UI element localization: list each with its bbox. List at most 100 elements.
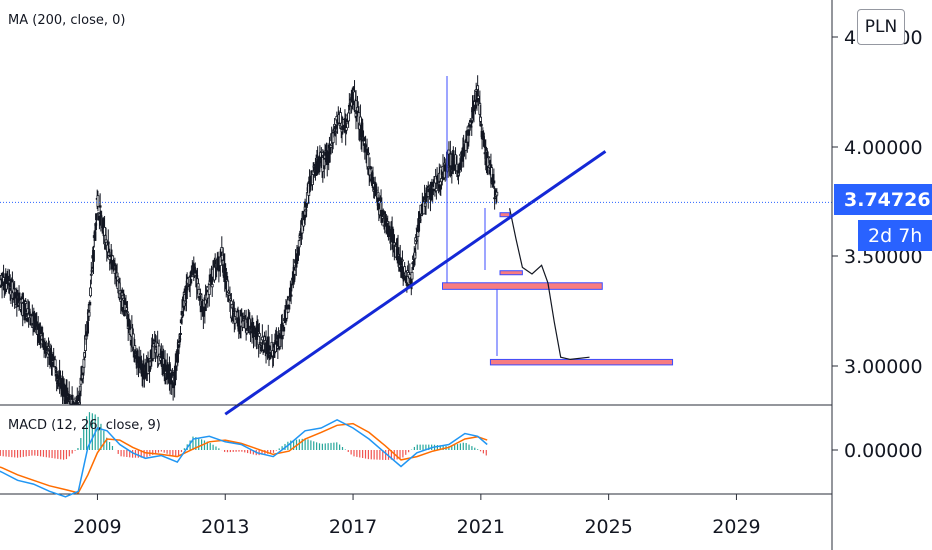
candle-body (53, 359, 57, 367)
candle-body (339, 112, 342, 124)
candle-body (366, 154, 370, 168)
time-tick-label: 2025 (584, 516, 632, 538)
candle-body (86, 321, 90, 334)
candle-body (347, 112, 351, 122)
projection-path (509, 208, 590, 361)
candle-body (386, 221, 390, 224)
price-tick-label: 4.00000 (844, 137, 923, 159)
candle-body (416, 231, 420, 238)
candle-body (470, 120, 474, 124)
candle-body (476, 85, 480, 90)
zones (442, 212, 674, 366)
candle-body (126, 311, 129, 314)
target-zone (442, 282, 603, 290)
currency-badge[interactable]: PLN (857, 9, 905, 45)
candle-body (369, 166, 373, 170)
candle-body (479, 123, 483, 127)
candle-body (260, 349, 264, 352)
candle-body (493, 197, 497, 200)
candle-body (415, 239, 418, 242)
macd-histogram (0, 412, 487, 460)
macd-pane (0, 412, 488, 498)
candle-body (171, 371, 174, 374)
candle-body (474, 104, 477, 109)
candle-body (245, 330, 249, 334)
target-zone (499, 212, 511, 218)
candle-body (258, 333, 261, 337)
candle-body (170, 380, 174, 383)
candle-body (260, 336, 264, 341)
candle-body (410, 271, 414, 280)
candle-body (492, 180, 496, 184)
candle-body (176, 349, 179, 363)
candle-body (44, 351, 47, 354)
candle-body (98, 205, 102, 208)
candle-body (229, 300, 233, 319)
candle-body (402, 276, 406, 281)
candle-body (82, 358, 86, 368)
time-axis: 2009 2013 2017 2021 2025 2029 (73, 494, 761, 538)
candle-body (0, 285, 3, 288)
candle-body (334, 131, 338, 134)
candle-body (88, 301, 92, 306)
marker-lines (446, 76, 498, 356)
time-tick-label: 2029 (712, 516, 760, 538)
trendline (224, 150, 607, 416)
candle-body (289, 294, 293, 297)
candle-body (329, 144, 333, 148)
candle-body (464, 142, 468, 151)
macd-label: MACD (12, 26, close, 9) (8, 418, 161, 433)
candles (0, 75, 499, 406)
price-tick-label: 3.00000 (844, 356, 923, 378)
candle-body (97, 212, 101, 215)
candle-body (41, 340, 45, 343)
candle-body (210, 284, 214, 288)
time-tick-label: 2009 (73, 516, 121, 538)
candle-body (92, 249, 95, 262)
candle-body (401, 259, 404, 262)
candle-body (396, 247, 400, 255)
candle-body (345, 127, 348, 131)
candle-body (367, 152, 370, 155)
macd-tick-label: 0.00000 (844, 440, 923, 462)
candle-body (364, 144, 367, 148)
candle-body (28, 313, 32, 316)
candle-body (213, 266, 216, 281)
candle-body (290, 283, 294, 286)
candle-body (89, 273, 93, 276)
candle-body (198, 295, 202, 301)
candle-body (16, 305, 19, 307)
candle-body (381, 216, 384, 219)
projection (509, 208, 590, 361)
candle-body (24, 301, 28, 304)
time-tick-label: 2013 (201, 516, 249, 538)
candle-body (93, 231, 97, 241)
candle-body (106, 241, 110, 245)
candle-body (108, 256, 112, 260)
candle-body (203, 306, 207, 312)
candle-body (258, 342, 262, 345)
candle-body (87, 311, 91, 317)
candle-body (297, 240, 301, 248)
candle-body (371, 177, 375, 185)
candle-body (199, 293, 202, 296)
candle-body (479, 116, 483, 122)
candle-body (487, 156, 491, 159)
countdown-tag: 2d 7h (858, 220, 932, 251)
candle-body (95, 213, 98, 221)
candle-body (179, 333, 182, 335)
candle-body (90, 270, 94, 272)
candle-body (467, 129, 471, 136)
candle-body (495, 191, 499, 196)
indicator-label: MA (200, close, 0) (8, 13, 126, 28)
candle-body (287, 304, 291, 310)
candle-body (398, 257, 402, 266)
candle-body (285, 308, 289, 319)
candle-body (133, 345, 137, 351)
signal-line (0, 422, 488, 494)
target-zone (499, 270, 523, 276)
candle-body (282, 326, 286, 332)
candle-body (220, 247, 224, 253)
current-price-tag: 3.74726 (834, 184, 932, 215)
candle-body (293, 269, 297, 275)
